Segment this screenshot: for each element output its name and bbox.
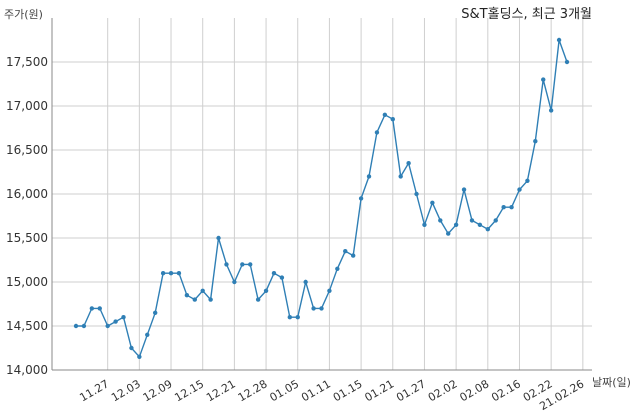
data-point [398,174,403,179]
data-point [271,271,277,276]
data-point [137,354,142,359]
data-point [224,262,229,267]
data-point [430,200,435,205]
x-tick-label: 02.02 [426,377,460,404]
data-point [73,323,79,329]
data-point [493,218,498,223]
data-point [248,262,253,267]
x-tick-label: 02.08 [458,377,492,404]
data-point [216,235,221,241]
y-tick-labels: 14,000 14,500 15,000 15,500 16,000 16,500 17,0… [6,55,48,377]
y-tick-label: 17,500 [6,55,48,69]
x-tick-label: 01.05 [267,377,301,404]
y-tick-label: 16,500 [6,143,48,157]
data-point [446,231,451,236]
data-point [208,297,213,302]
price-series [73,37,570,359]
y-tick-label: 15,500 [6,231,48,245]
data-point [406,161,411,166]
data-point [129,345,134,351]
data-point [366,174,372,179]
data-point [556,37,562,43]
data-point [501,205,506,210]
data-point [525,178,530,183]
data-point [287,315,293,320]
data-point [311,306,316,311]
data-point [89,306,95,311]
data-point [509,205,514,210]
data-point [350,253,356,258]
data-point [517,187,522,192]
data-point [81,323,87,329]
data-point [327,288,332,293]
data-point [295,315,300,320]
data-point [160,271,166,276]
data-point [358,196,364,201]
y-tick-label: 17,000 [6,99,48,113]
x-tick-label: 12.03 [109,377,143,404]
x-tick-label: 12.28 [236,377,270,404]
x-tick-label: 12.15 [172,377,206,404]
data-point [414,191,419,197]
data-point [97,306,102,311]
data-point [564,59,570,65]
x-tick-label: 01.11 [299,377,333,404]
data-point [485,227,491,232]
x-tick-label: 11.27 [77,377,111,404]
data-point [422,222,427,227]
data-point [374,130,380,135]
x-tick-label: 01.27 [394,377,428,404]
data-point [382,112,388,118]
data-point [533,139,538,144]
data-point [279,275,285,280]
data-point [145,332,150,337]
x-tick-label: 12.09 [141,377,175,404]
x-tick-label: 01.15 [331,377,365,404]
data-point [335,266,340,271]
data-point [113,319,118,324]
data-point [255,297,261,302]
x-axis-label: 날짜(일) [592,375,631,389]
x-tick-labels: 11.2712.0312.0912.1512.2112.2801.0501.11… [77,377,586,413]
data-point [343,249,348,254]
data-point [263,288,269,293]
data-point [176,271,182,276]
data-point [200,288,205,293]
data-point [168,271,174,276]
data-point [192,297,197,302]
x-tick-label: 02.16 [489,377,523,404]
data-point [152,310,158,315]
y-tick-label: 15,000 [6,275,48,289]
chart-title: S&T홀딩스, 최근 3개월 [461,7,592,22]
data-point [105,323,110,329]
y-axis-label: 주가(원) [4,8,43,21]
data-point [477,222,483,227]
axes [51,18,592,371]
data-point [541,77,546,82]
data-point [390,117,395,122]
y-tick-label: 16,000 [6,187,48,201]
data-point [303,279,308,285]
data-point [438,218,443,223]
data-point [240,262,245,267]
x-tick-label: 01.21 [362,377,396,404]
data-point [319,306,324,311]
y-tick-label: 14,000 [6,363,48,377]
data-point [232,279,237,285]
data-point [184,293,190,298]
data-point [469,218,475,223]
x-tick-label: 12.21 [204,377,238,404]
grid-lines [52,18,592,371]
data-point [121,315,126,320]
data-point [548,108,554,113]
data-point [453,222,459,227]
y-tick-label: 14,500 [6,319,48,333]
data-point [461,187,467,192]
